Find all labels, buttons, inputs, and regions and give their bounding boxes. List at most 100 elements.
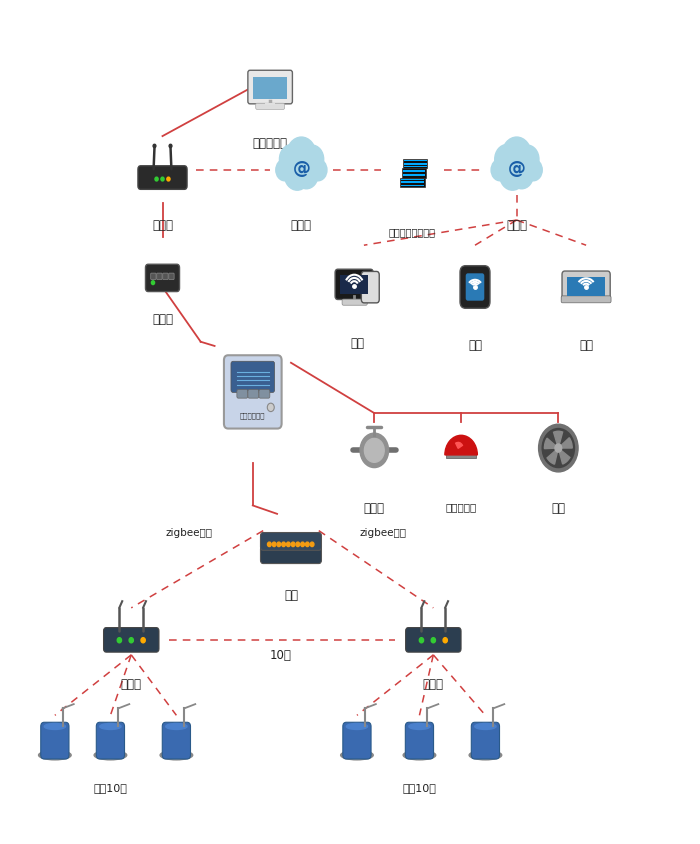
Text: 电脑: 电脑	[350, 337, 364, 349]
Circle shape	[267, 403, 274, 412]
Circle shape	[287, 138, 316, 173]
Circle shape	[365, 439, 384, 463]
Circle shape	[309, 160, 327, 181]
Ellipse shape	[163, 752, 190, 759]
Circle shape	[495, 145, 519, 175]
Circle shape	[151, 281, 155, 285]
Text: 网关: 网关	[284, 588, 298, 601]
FancyBboxPatch shape	[568, 278, 605, 296]
Circle shape	[277, 543, 281, 547]
Circle shape	[542, 429, 575, 468]
Ellipse shape	[403, 750, 435, 760]
Circle shape	[510, 161, 533, 190]
Circle shape	[301, 543, 304, 547]
Wedge shape	[545, 439, 559, 449]
Circle shape	[129, 638, 134, 643]
Circle shape	[295, 161, 318, 190]
Circle shape	[502, 138, 531, 173]
Text: 电磁阀: 电磁阀	[364, 501, 385, 515]
Circle shape	[279, 145, 304, 175]
Ellipse shape	[409, 723, 430, 729]
Ellipse shape	[160, 750, 193, 760]
FancyBboxPatch shape	[405, 722, 433, 759]
Circle shape	[267, 543, 271, 547]
FancyBboxPatch shape	[259, 390, 270, 398]
FancyBboxPatch shape	[41, 722, 69, 759]
Text: 单机版电脑: 单机版电脑	[253, 137, 288, 150]
FancyBboxPatch shape	[169, 273, 174, 280]
FancyBboxPatch shape	[150, 273, 156, 280]
Ellipse shape	[100, 723, 121, 729]
Circle shape	[419, 638, 424, 643]
Ellipse shape	[406, 752, 433, 759]
FancyBboxPatch shape	[248, 390, 259, 398]
FancyBboxPatch shape	[224, 356, 281, 429]
Wedge shape	[547, 448, 559, 465]
Wedge shape	[559, 438, 572, 448]
FancyBboxPatch shape	[466, 274, 484, 301]
Circle shape	[167, 178, 170, 181]
FancyBboxPatch shape	[562, 272, 610, 302]
FancyBboxPatch shape	[138, 166, 187, 190]
Circle shape	[538, 425, 578, 473]
Circle shape	[491, 160, 509, 181]
Ellipse shape	[97, 752, 124, 759]
Ellipse shape	[469, 750, 502, 760]
FancyBboxPatch shape	[97, 722, 125, 759]
Text: @: @	[293, 160, 310, 178]
Text: 声光报警器: 声光报警器	[445, 501, 477, 511]
Wedge shape	[559, 448, 570, 464]
Wedge shape	[554, 432, 563, 448]
Circle shape	[305, 543, 309, 547]
FancyBboxPatch shape	[260, 546, 321, 564]
Text: 安帕尔网络服务器: 安帕尔网络服务器	[389, 227, 436, 236]
Ellipse shape	[475, 723, 496, 729]
Text: 可接10台: 可接10台	[402, 782, 436, 792]
FancyBboxPatch shape	[157, 273, 162, 280]
Text: 中继器: 中继器	[120, 677, 141, 690]
Circle shape	[296, 543, 300, 547]
FancyBboxPatch shape	[104, 628, 159, 652]
FancyBboxPatch shape	[405, 628, 461, 652]
Text: 风机: 风机	[552, 501, 566, 515]
Circle shape	[272, 543, 276, 547]
Text: zigbee信号: zigbee信号	[360, 528, 407, 538]
Text: 互联网: 互联网	[506, 219, 527, 232]
FancyBboxPatch shape	[162, 722, 190, 759]
Text: 报警控制主机: 报警控制主机	[240, 412, 265, 419]
Circle shape	[555, 445, 561, 452]
Circle shape	[310, 543, 314, 547]
FancyBboxPatch shape	[163, 273, 168, 280]
FancyBboxPatch shape	[400, 179, 424, 188]
FancyBboxPatch shape	[343, 722, 371, 759]
Circle shape	[515, 146, 539, 175]
Circle shape	[276, 160, 294, 181]
Ellipse shape	[341, 750, 373, 760]
FancyBboxPatch shape	[256, 104, 285, 111]
Wedge shape	[456, 443, 463, 449]
FancyBboxPatch shape	[253, 78, 288, 100]
Circle shape	[500, 160, 526, 191]
Wedge shape	[445, 436, 477, 456]
Circle shape	[431, 638, 435, 643]
FancyBboxPatch shape	[471, 722, 500, 759]
Circle shape	[286, 543, 290, 547]
Text: 转换器: 转换器	[152, 313, 173, 326]
Circle shape	[153, 145, 156, 149]
FancyBboxPatch shape	[402, 170, 426, 178]
FancyBboxPatch shape	[361, 272, 379, 304]
Ellipse shape	[346, 723, 368, 729]
Text: 互联网: 互联网	[291, 219, 312, 232]
FancyBboxPatch shape	[231, 362, 274, 393]
Circle shape	[155, 178, 158, 181]
Circle shape	[284, 160, 310, 191]
Text: 10组: 10组	[270, 648, 291, 662]
FancyBboxPatch shape	[260, 533, 321, 550]
Text: 可接10台: 可接10台	[94, 782, 127, 792]
Ellipse shape	[38, 750, 71, 760]
Text: 路由器: 路由器	[152, 219, 173, 232]
Circle shape	[524, 160, 542, 181]
Text: zigbee信号: zigbee信号	[165, 528, 212, 538]
Text: 中继器: 中继器	[423, 677, 444, 690]
Text: 终端: 终端	[579, 338, 593, 351]
